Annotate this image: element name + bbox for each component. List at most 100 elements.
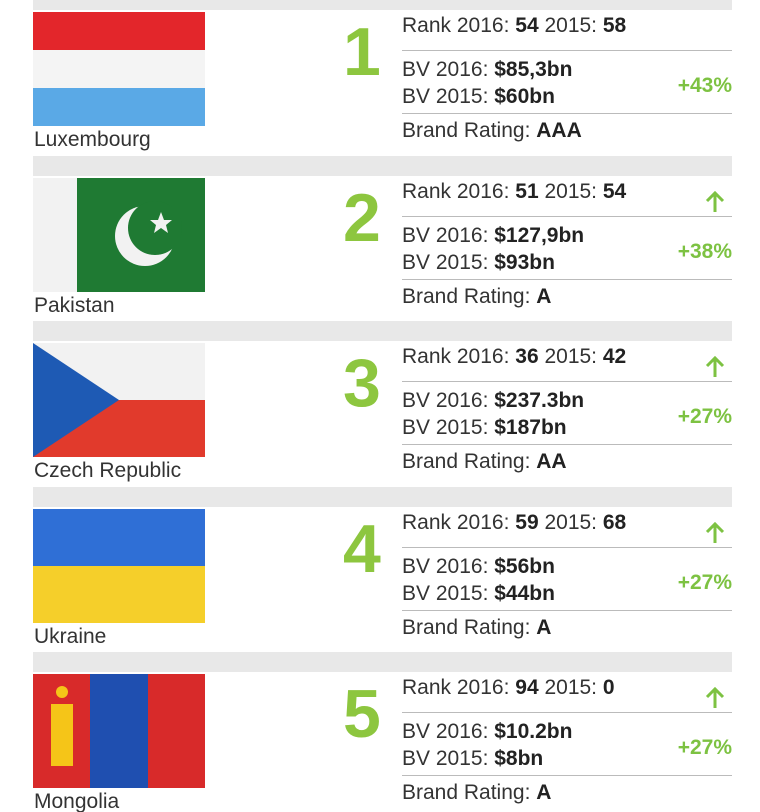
band bbox=[33, 0, 732, 10]
info-line: BV 2016: $127,9bn bbox=[402, 224, 584, 248]
divider bbox=[402, 775, 732, 776]
value: $85,3bn bbox=[494, 58, 573, 81]
divider bbox=[402, 381, 732, 382]
label: BV 2016: bbox=[402, 720, 489, 743]
divider bbox=[402, 609, 732, 611]
value: $93bn bbox=[494, 250, 555, 274]
flag bbox=[33, 508, 205, 623]
value: 51 bbox=[515, 179, 539, 203]
divider bbox=[402, 444, 732, 445]
info-line: Brand Rating: A bbox=[402, 285, 551, 309]
value: 54 bbox=[515, 14, 539, 37]
label: Rank 2016: bbox=[402, 345, 510, 368]
rank-digit: 4 bbox=[343, 510, 381, 587]
up-arrow bbox=[705, 521, 725, 543]
value: $127,9bn bbox=[494, 223, 585, 247]
flag bbox=[33, 177, 205, 292]
info-line: Brand Rating: A bbox=[402, 781, 551, 805]
band bbox=[33, 652, 732, 672]
value: 59 bbox=[515, 510, 539, 534]
info-line: BV 2015: $93bn bbox=[402, 251, 555, 275]
info-line: Rank 2016: 36 2015: 42 bbox=[402, 345, 626, 369]
value: $10.2bn bbox=[494, 720, 573, 743]
country-name: Luxembourg bbox=[34, 128, 151, 151]
info-line: BV 2016: $85,3bn bbox=[402, 58, 572, 82]
info-line: Rank 2016: 51 2015: 54 bbox=[402, 180, 626, 204]
country-name: Ukraine bbox=[34, 624, 107, 648]
country-name: Czech Republic bbox=[34, 459, 182, 482]
label: Rank 2016: bbox=[402, 510, 510, 534]
label: Rank 2016: bbox=[402, 14, 510, 37]
info-line: Rank 2016: 59 2015: 68 bbox=[402, 511, 626, 535]
label: Rank 2016: bbox=[402, 676, 510, 699]
divider bbox=[402, 712, 732, 713]
label: BV 2015: bbox=[402, 747, 489, 770]
label: BV 2016: bbox=[402, 58, 489, 81]
label: 2015: bbox=[544, 345, 598, 368]
info-line: Brand Rating: AA bbox=[402, 450, 567, 474]
value: A bbox=[536, 615, 552, 639]
divider bbox=[402, 546, 732, 548]
divider bbox=[402, 215, 732, 217]
up-arrow bbox=[705, 686, 725, 708]
value: $237.3bn bbox=[494, 389, 585, 412]
info-line: BV 2016: $237.3bn bbox=[402, 389, 584, 413]
change: +43% bbox=[677, 74, 732, 97]
value: $8bn bbox=[494, 747, 544, 770]
value: 94 bbox=[515, 676, 539, 699]
label: Brand Rating: bbox=[402, 615, 531, 639]
country-name: Pakistan bbox=[34, 293, 115, 317]
rank-digit: 2 bbox=[343, 179, 381, 256]
label: BV 2016: bbox=[402, 554, 489, 578]
label: BV 2016: bbox=[402, 223, 489, 247]
value: 54 bbox=[602, 179, 627, 203]
info-line: Rank 2016: 94 2015: 0 bbox=[402, 676, 615, 700]
info-line: Brand Rating: A bbox=[402, 616, 551, 640]
value: AAA bbox=[536, 119, 582, 142]
value: 0 bbox=[602, 676, 615, 699]
band bbox=[33, 487, 732, 507]
change: +27% bbox=[677, 405, 732, 428]
value: A bbox=[536, 284, 552, 308]
label: 2015: bbox=[544, 14, 598, 37]
value: 36 bbox=[515, 345, 539, 368]
value: A bbox=[536, 781, 552, 804]
change: +27% bbox=[677, 736, 732, 759]
change: +27% bbox=[677, 570, 732, 594]
label: 2015: bbox=[544, 510, 598, 534]
label: BV 2016: bbox=[402, 389, 489, 412]
label: Rank 2016: bbox=[402, 179, 510, 203]
divider bbox=[402, 50, 732, 51]
info-line: BV 2015: $44bn bbox=[402, 582, 555, 606]
band bbox=[33, 156, 732, 176]
label: BV 2015: bbox=[402, 581, 489, 605]
label: BV 2015: bbox=[402, 250, 489, 274]
value: 42 bbox=[602, 345, 627, 368]
value: $44bn bbox=[494, 581, 555, 605]
label: BV 2015: bbox=[402, 416, 489, 439]
info-line: BV 2015: $8bn bbox=[402, 747, 543, 771]
rank-digit: 1 bbox=[343, 14, 381, 90]
label: Brand Rating: bbox=[402, 781, 531, 804]
value: $56bn bbox=[494, 554, 555, 578]
flag bbox=[33, 12, 205, 126]
label: BV 2015: bbox=[402, 85, 489, 108]
value: 68 bbox=[602, 510, 627, 534]
info-line: BV 2016: $10.2bn bbox=[402, 720, 572, 744]
flag bbox=[33, 343, 205, 457]
value: AA bbox=[536, 450, 567, 473]
value: $187bn bbox=[494, 416, 567, 439]
value: $60bn bbox=[494, 85, 555, 108]
rank-digit: 3 bbox=[343, 345, 381, 421]
band bbox=[33, 321, 732, 341]
up-arrow bbox=[705, 355, 725, 377]
change: +38% bbox=[677, 239, 732, 263]
info-line: BV 2015: $60bn bbox=[402, 85, 555, 109]
value: 58 bbox=[602, 14, 627, 37]
label: Brand Rating: bbox=[402, 119, 531, 142]
up-arrow bbox=[705, 190, 725, 212]
label: 2015: bbox=[544, 676, 598, 699]
flag bbox=[33, 674, 205, 788]
info-line: BV 2015: $187bn bbox=[402, 416, 567, 440]
